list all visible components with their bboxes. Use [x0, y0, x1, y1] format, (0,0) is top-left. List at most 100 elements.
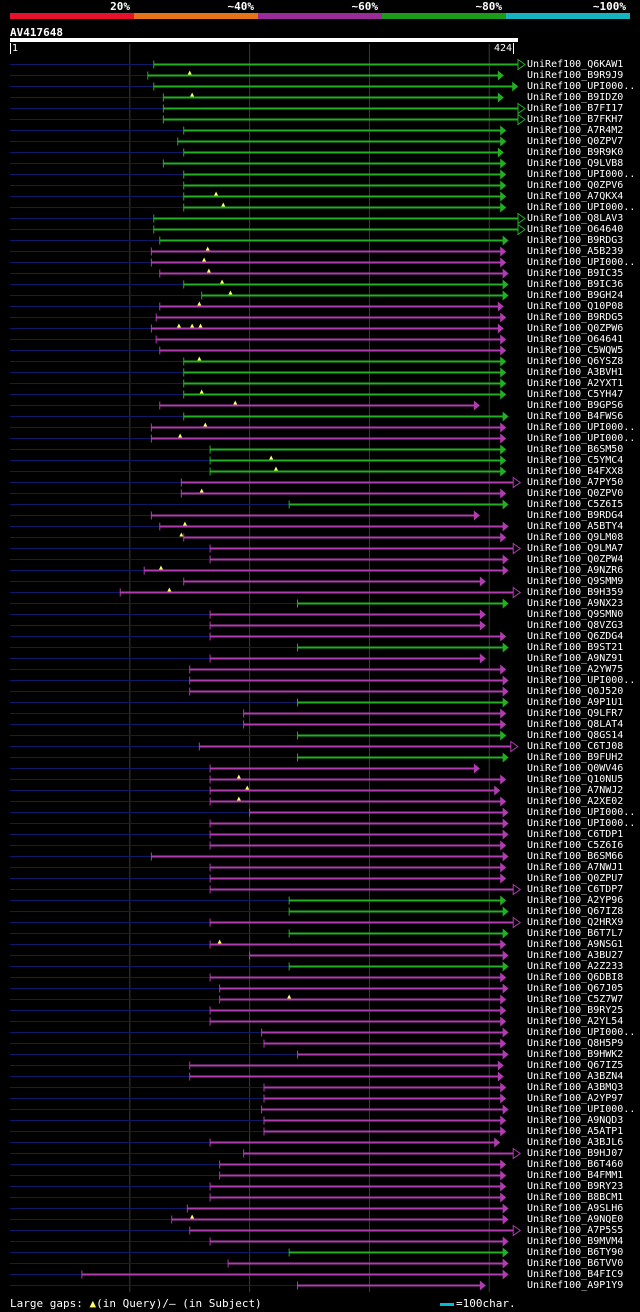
hit-row[interactable] — [10, 994, 507, 1005]
hit-row[interactable] — [10, 1147, 522, 1160]
hit-row[interactable] — [10, 883, 522, 896]
hit-row[interactable] — [10, 58, 526, 71]
hit-row[interactable] — [10, 147, 504, 158]
hit-label[interactable]: UniRef100_B4FXX8 — [527, 466, 624, 477]
hit-label[interactable]: UniRef100_B9IC35 — [527, 268, 624, 279]
hit-row[interactable] — [10, 763, 480, 774]
hit-row[interactable] — [10, 1159, 507, 1170]
hit-row[interactable] — [10, 312, 507, 323]
hit-row[interactable] — [10, 158, 507, 169]
hit-row[interactable] — [10, 455, 507, 466]
hit-label[interactable]: UniRef100_B4FMM1 — [527, 1170, 624, 1181]
hit-label[interactable]: UniRef100_Q8LAV3 — [527, 213, 624, 224]
hit-label[interactable]: UniRef100_C5Z6I6 — [527, 840, 624, 851]
hit-label[interactable]: UniRef100_C5YH47 — [527, 389, 624, 400]
hit-row[interactable] — [10, 279, 509, 290]
hit-label[interactable]: UniRef100_A9NQE0 — [527, 1214, 624, 1225]
hit-row[interactable] — [10, 916, 522, 929]
hit-row[interactable] — [10, 466, 507, 477]
hit-label[interactable]: UniRef100_UPI000.. — [527, 433, 636, 444]
hit-label[interactable]: UniRef100_UPI000.. — [527, 169, 636, 180]
hit-label[interactable]: UniRef100_C5Z6I5 — [527, 499, 624, 510]
hit-row[interactable] — [10, 928, 509, 939]
hit-row[interactable] — [10, 774, 507, 785]
hit-row[interactable] — [10, 1016, 507, 1027]
hit-row[interactable] — [10, 521, 509, 532]
hit-label[interactable]: UniRef100_Q8LAT4 — [527, 719, 624, 730]
hit-label[interactable]: UniRef100_Q0J520 — [527, 686, 624, 697]
hit-label[interactable]: UniRef100_A2YL54 — [527, 1016, 624, 1027]
hit-label[interactable]: UniRef100_Q6KAW1 — [527, 59, 624, 70]
hit-label[interactable]: UniRef100_B9R9K0 — [527, 147, 624, 158]
hit-label[interactable]: UniRef100_B9RDG4 — [527, 510, 624, 521]
hit-row[interactable] — [10, 444, 507, 455]
hit-label[interactable]: UniRef100_O64641 — [527, 334, 624, 345]
hit-row[interactable] — [10, 113, 526, 126]
hit-label[interactable]: UniRef100_B9HWK2 — [527, 1049, 624, 1060]
hit-row[interactable] — [10, 223, 526, 236]
hit-label[interactable]: UniRef100_B7FI17 — [527, 103, 624, 114]
hit-row[interactable] — [10, 1224, 522, 1237]
hit-label[interactable]: UniRef100_B9GH24 — [527, 290, 624, 301]
hit-label[interactable]: UniRef100_A7NWJ1 — [527, 862, 624, 873]
hit-label[interactable]: UniRef100_A9NZ91 — [527, 653, 624, 664]
hit-label[interactable]: UniRef100_A7R4M2 — [527, 125, 624, 136]
hit-label[interactable]: UniRef100_C6TJ08 — [527, 741, 624, 752]
hit-row[interactable] — [10, 906, 509, 917]
hit-label[interactable]: UniRef100_A3BMQ3 — [527, 1082, 624, 1093]
hit-label[interactable]: UniRef100_B9IDZ0 — [527, 92, 624, 103]
hit-label[interactable]: UniRef100_A9NX23 — [527, 598, 624, 609]
hit-label[interactable]: UniRef100_B9IC36 — [527, 279, 624, 290]
hit-row[interactable] — [10, 586, 522, 599]
hit-label[interactable]: UniRef100_B6T7L7 — [527, 928, 624, 939]
hit-row[interactable] — [10, 609, 486, 620]
hit-label[interactable]: UniRef100_Q9LVB8 — [527, 158, 624, 169]
hit-row[interactable] — [10, 686, 509, 697]
hit-label[interactable]: UniRef100_A5B239 — [527, 246, 624, 257]
hit-label[interactable]: UniRef100_B9RDG3 — [527, 235, 624, 246]
hit-row[interactable] — [10, 840, 507, 851]
hit-row[interactable] — [10, 972, 507, 983]
hit-label[interactable]: UniRef100_Q0ZPU7 — [527, 873, 624, 884]
hit-row[interactable] — [10, 873, 507, 884]
hit-row[interactable] — [10, 1126, 507, 1137]
hit-row[interactable] — [10, 719, 507, 730]
hit-row[interactable] — [10, 730, 507, 741]
hit-row[interactable] — [10, 1005, 507, 1016]
hit-label[interactable]: UniRef100_B9GPS6 — [527, 400, 624, 411]
hit-row[interactable] — [10, 1181, 507, 1192]
hit-label[interactable]: UniRef100_UPI000.. — [527, 818, 636, 829]
hit-row[interactable] — [10, 1115, 507, 1126]
hit-label[interactable]: UniRef100_Q67IZ8 — [527, 906, 624, 917]
hit-label[interactable]: UniRef100_A5BTY4 — [527, 521, 624, 532]
hit-row[interactable] — [10, 367, 507, 378]
hit-label[interactable]: UniRef100_Q8GS14 — [527, 730, 624, 741]
hit-row[interactable] — [10, 554, 509, 565]
hit-label[interactable]: UniRef100_A2YXT1 — [527, 378, 624, 389]
hit-label[interactable]: UniRef100_A7PY50 — [527, 477, 624, 488]
hit-row[interactable] — [10, 70, 504, 81]
hit-row[interactable] — [10, 752, 509, 763]
hit-label[interactable]: UniRef100_C6TDP1 — [527, 829, 624, 840]
hit-label[interactable]: UniRef100_Q0ZPW4 — [527, 554, 624, 565]
hit-row[interactable] — [10, 1247, 509, 1258]
hit-label[interactable]: UniRef100_Q10NU5 — [527, 774, 624, 785]
hit-row[interactable] — [10, 1203, 509, 1214]
hit-label[interactable]: UniRef100_B9HJ07 — [527, 1148, 624, 1159]
hit-label[interactable]: UniRef100_B8BCM1 — [527, 1192, 624, 1203]
hit-row[interactable] — [10, 301, 504, 312]
hit-row[interactable] — [10, 1082, 507, 1093]
hit-row[interactable] — [10, 983, 509, 994]
hit-label[interactable]: UniRef100_Q8VZG3 — [527, 620, 624, 631]
hit-row[interactable] — [10, 939, 507, 950]
hit-label[interactable]: UniRef100_C5WQW5 — [527, 345, 624, 356]
hit-label[interactable]: UniRef100_B9ST21 — [527, 642, 624, 653]
hit-row[interactable] — [10, 1192, 507, 1203]
hit-row[interactable] — [10, 576, 486, 587]
hit-label[interactable]: UniRef100_Q6DBI8 — [527, 972, 624, 983]
hit-row[interactable] — [10, 1269, 509, 1280]
hit-row[interactable] — [10, 708, 507, 719]
hit-label[interactable]: UniRef100_A7P5S5 — [527, 1225, 624, 1236]
hit-label[interactable]: UniRef100_B9FUH2 — [527, 752, 624, 763]
hit-row[interactable] — [10, 598, 509, 609]
